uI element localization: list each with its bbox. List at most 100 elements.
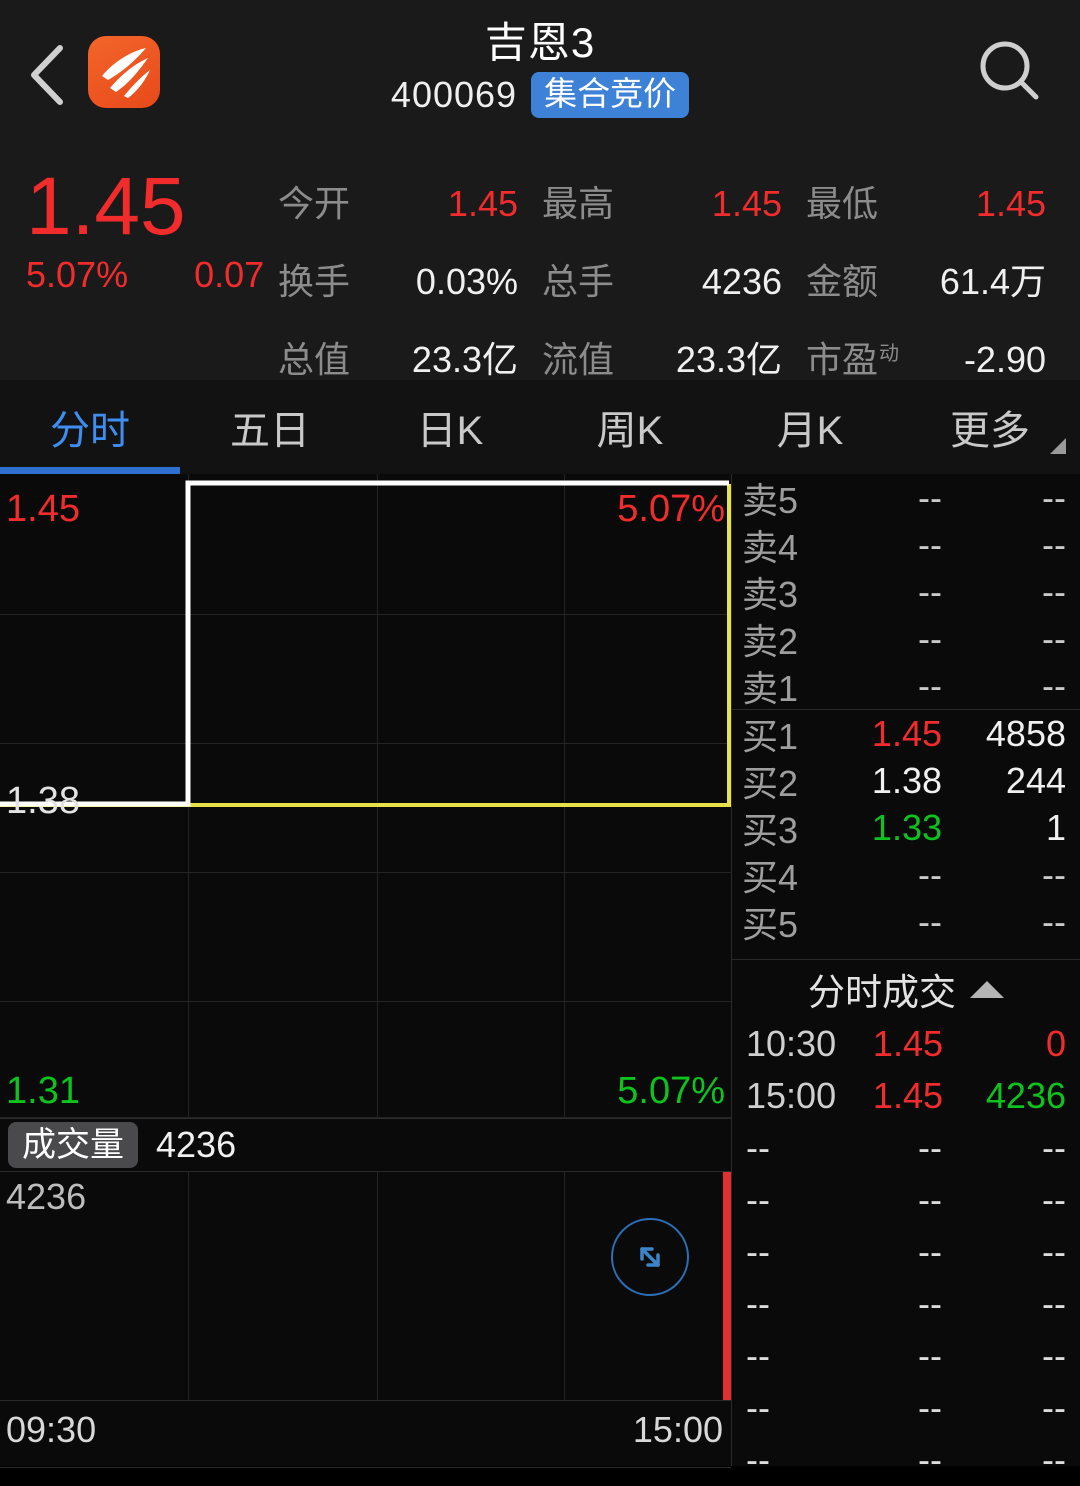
deals-section: 分时成交 10:30 1.45 0 15:00 1.45 4236 -- -- …	[732, 959, 1080, 1486]
search-button[interactable]	[970, 32, 1050, 112]
level-qty: 1	[1045, 806, 1066, 848]
deal-qty: 0	[1045, 1023, 1066, 1064]
volume-axis-label: 4236	[6, 1176, 87, 1217]
grid-line	[0, 614, 731, 615]
level-label: 卖1	[742, 667, 799, 709]
deal-time: --	[746, 1335, 770, 1376]
level-price: --	[918, 476, 942, 518]
grid-line	[0, 1117, 731, 1118]
tab-daily-k[interactable]: 日K	[360, 380, 540, 474]
stat-label: 流值	[542, 339, 615, 380]
chevron-left-icon	[31, 45, 63, 105]
grid-line	[188, 1172, 189, 1400]
change-value: 0.07	[194, 254, 265, 295]
order-book-row[interactable]: 买2 1.38 244	[732, 757, 1080, 804]
level-price: --	[918, 617, 942, 659]
level-label: 买4	[742, 856, 799, 898]
tab-five-day[interactable]: 五日	[180, 380, 360, 474]
deal-qty: --	[1042, 1231, 1066, 1272]
level-price: --	[918, 523, 942, 565]
tab-fenshi[interactable]: 分时	[0, 380, 180, 474]
stat-pe-ratio: 市盈动 -2.90	[806, 331, 1070, 383]
tab-label: 分时	[50, 409, 130, 453]
stat-grid: 今开 1.45 最高 1.45 最低 1.45 换手 0.03%	[278, 162, 1070, 396]
stat-value: -2.90	[963, 339, 1046, 380]
level-label: 买3	[742, 809, 799, 851]
stat-high: 最高 1.45	[542, 175, 806, 227]
order-book-row[interactable]: 卖1 -- --	[732, 662, 1080, 709]
stat-row: 今开 1.45 最高 1.45 最低 1.45	[278, 162, 1070, 240]
order-book-row[interactable]: 买4 -- --	[732, 851, 1080, 898]
level-qty: --	[1042, 570, 1066, 612]
stat-value: 4236	[701, 261, 782, 302]
time-axis-start: 09:30	[6, 1409, 97, 1450]
order-book-row[interactable]: 买1 1.45 4858	[732, 710, 1080, 757]
stat-float-cap: 流值 23.3亿	[542, 331, 806, 383]
time-axis-end: 15:00	[632, 1409, 723, 1450]
expand-fullscreen-button[interactable]	[611, 1218, 689, 1296]
stock-name: 吉恩3	[484, 19, 596, 66]
volume-header[interactable]: 成交量 4236	[0, 1118, 731, 1172]
deal-row: -- -- --	[732, 1382, 1080, 1434]
back-button[interactable]	[26, 40, 70, 110]
stat-value: 23.3亿	[411, 339, 518, 380]
deal-qty: --	[1042, 1179, 1066, 1220]
tab-more[interactable]: 更多	[900, 380, 1080, 474]
grid-line	[0, 872, 731, 873]
deal-price: --	[918, 1387, 942, 1428]
level-price: 1.38	[871, 759, 942, 801]
stat-value: 1.45	[447, 183, 518, 224]
deal-row: -- -- --	[732, 1174, 1080, 1226]
deal-row: -- -- --	[732, 1330, 1080, 1382]
triangle-up-icon	[970, 980, 1004, 998]
deal-row: -- -- --	[732, 1226, 1080, 1278]
level-label: 买1	[742, 715, 799, 757]
triangle-corner-icon	[1050, 438, 1066, 454]
level-label: 卖3	[742, 573, 799, 615]
code-row: 400069 集合竞价	[0, 72, 1080, 118]
order-book-row[interactable]: 卖3 -- --	[732, 568, 1080, 615]
price-chart[interactable]: 1.45 5.07% 1.38 1.31 5.07%	[0, 474, 731, 1118]
stat-low: 最低 1.45	[806, 175, 1070, 227]
deal-row: -- -- --	[732, 1434, 1080, 1486]
stat-value: 61.4万	[939, 261, 1046, 302]
deal-time: 15:00	[746, 1075, 837, 1116]
order-book-row[interactable]: 买3 1.33 1	[732, 804, 1080, 851]
app-header: 吉恩3 400069 集合竞价	[0, 0, 1080, 150]
stat-label: 市盈	[806, 339, 879, 380]
chart-area[interactable]: 1.45 5.07% 1.38 1.31 5.07% 成交量 4236 4236	[0, 474, 732, 1468]
tab-label: 周K	[596, 409, 664, 453]
stat-amount: 金额 61.4万	[806, 253, 1070, 305]
stat-market-cap: 总值 23.3亿	[278, 331, 542, 383]
tab-label: 月K	[776, 409, 844, 453]
deal-price: --	[918, 1231, 942, 1272]
order-book-row[interactable]: 卖2 -- --	[732, 615, 1080, 662]
stat-value: 1.45	[975, 183, 1046, 224]
level-qty: --	[1042, 900, 1066, 942]
tab-label: 更多	[950, 409, 1030, 453]
volume-chart[interactable]: 4236	[0, 1172, 731, 1400]
deals-title: 分时成交	[808, 972, 956, 1013]
tab-weekly-k[interactable]: 周K	[540, 380, 720, 474]
grid-line	[564, 474, 565, 1118]
level-label: 卖2	[742, 620, 799, 662]
order-book: 卖5 -- -- 卖4 -- -- 卖3 -- -- 卖2 -- -- 卖1 -	[732, 474, 1080, 945]
level-price: 1.33	[871, 806, 942, 848]
order-book-row[interactable]: 卖5 -- --	[732, 474, 1080, 521]
deals-header[interactable]: 分时成交	[732, 959, 1080, 1018]
stat-label: 金额	[806, 261, 879, 302]
order-book-row[interactable]: 买5 -- --	[732, 898, 1080, 945]
tab-label: 日K	[416, 409, 484, 453]
deal-time: --	[746, 1387, 770, 1428]
order-book-row[interactable]: 卖4 -- --	[732, 521, 1080, 568]
axis-label-prev-close: 1.38	[6, 780, 80, 822]
stat-label: 最高	[542, 183, 615, 224]
stat-label: 总值	[278, 339, 351, 380]
stat-label-superscript: 动	[879, 343, 900, 365]
app-logo-icon[interactable]	[88, 36, 160, 108]
chart-tab-bar: 分时 五日 日K 周K 月K 更多	[0, 380, 1080, 474]
axis-label-high-price: 1.45	[6, 488, 80, 530]
tab-monthly-k[interactable]: 月K	[720, 380, 900, 474]
deal-price: --	[918, 1439, 942, 1480]
